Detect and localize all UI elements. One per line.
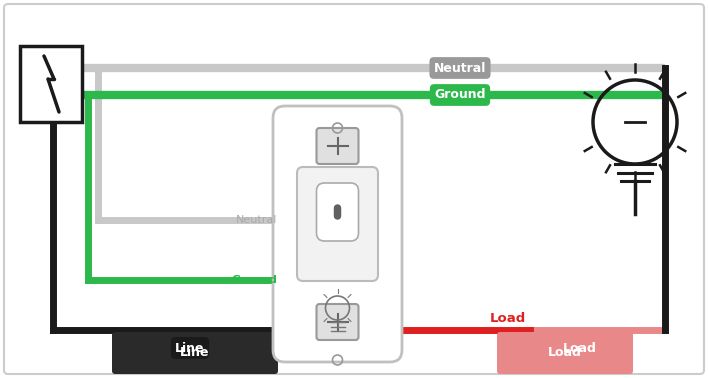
Text: Ground: Ground [434,88,486,102]
Circle shape [334,212,341,218]
FancyBboxPatch shape [297,167,378,281]
Text: Load: Load [490,311,526,324]
Circle shape [334,210,341,216]
Circle shape [334,206,341,212]
FancyBboxPatch shape [4,4,704,374]
Text: Neutral: Neutral [236,215,277,225]
Circle shape [334,213,341,219]
Text: Line: Line [176,341,205,355]
Circle shape [334,209,341,215]
FancyBboxPatch shape [497,332,633,374]
Circle shape [334,208,341,214]
Text: Ground: Ground [231,275,277,285]
FancyBboxPatch shape [20,46,82,122]
FancyBboxPatch shape [316,304,358,340]
FancyBboxPatch shape [273,106,402,362]
Text: Line: Line [181,347,210,359]
FancyBboxPatch shape [316,128,358,164]
Text: Load: Load [563,341,597,355]
FancyBboxPatch shape [316,183,358,241]
Text: Neutral: Neutral [434,62,486,74]
Circle shape [334,205,341,211]
FancyBboxPatch shape [112,332,278,374]
Text: Load: Load [548,347,582,359]
